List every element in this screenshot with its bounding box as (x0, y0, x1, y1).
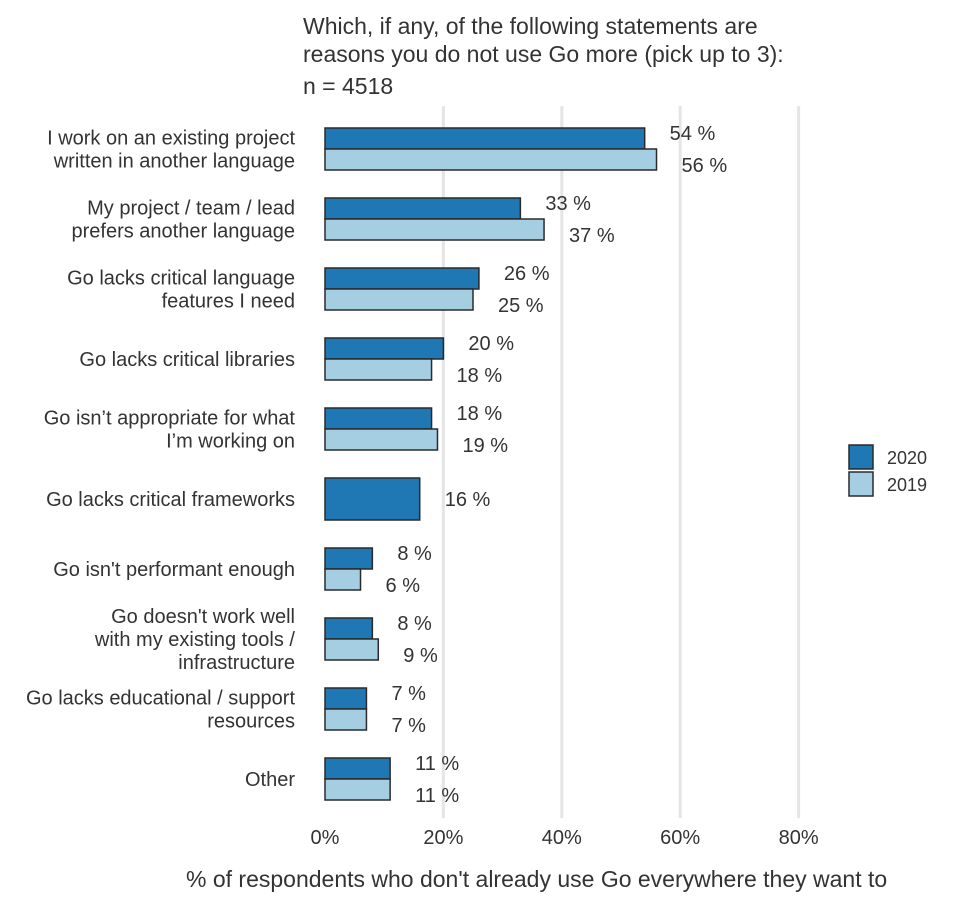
data-label-2020: 8 % (397, 613, 432, 635)
bar-2020 (324, 757, 391, 780)
category-label: Other (245, 769, 295, 791)
bar-2019 (324, 638, 380, 661)
category-label: Go isn’t appropriate for what (44, 408, 296, 430)
legend-swatch-2020 (848, 444, 874, 470)
chart-title-line-1: Which, if any, of the following statemen… (303, 13, 758, 39)
bar-2019 (324, 218, 545, 241)
category-label: resources (207, 711, 295, 733)
data-label-2020: 20 % (468, 333, 514, 355)
category-label: written in another language (53, 151, 295, 173)
bar-2019 (324, 288, 474, 311)
category-label: infrastructure (178, 652, 295, 674)
bar-2020 (324, 477, 421, 521)
legend-label-2019: 2019 (887, 475, 927, 495)
x-tick-label: 80% (779, 827, 819, 849)
category-label: Go lacks educational / support (26, 688, 295, 710)
x-tick-label: 60% (660, 827, 700, 849)
legend-label-2020: 2020 (887, 448, 927, 468)
bar-2019 (324, 358, 433, 381)
bar-2019 (324, 778, 391, 801)
chart-title-line-2: reasons you do not use Go more (pick up … (303, 41, 784, 67)
category-label: Go doesn't work well (111, 606, 295, 628)
data-label-2020: 11 % (415, 753, 459, 775)
bar-2020 (324, 407, 433, 430)
data-label-2020: 16 % (445, 489, 491, 511)
data-label-2019: 9 % (403, 645, 438, 667)
data-label-2020: 7 % (391, 683, 426, 705)
data-label-2019: 25 % (498, 295, 544, 317)
category-label: My project / team / lead (87, 198, 295, 220)
data-label-2020: 33 % (545, 193, 591, 215)
category-label: Go lacks critical libraries (79, 349, 295, 371)
category-label: prefers another language (72, 221, 296, 243)
bar-2019 (324, 568, 362, 591)
category-label: I’m working on (166, 431, 295, 453)
category-label: I work on an existing project (47, 128, 295, 150)
data-label-2019: 18 % (457, 365, 503, 387)
data-label-2019: 6 % (386, 575, 421, 597)
category-label: with my existing tools / (94, 629, 296, 651)
bar-2020 (324, 127, 646, 150)
chart-subtitle: n = 4518 (303, 73, 394, 99)
bar-2020 (324, 197, 522, 220)
data-label-2020: 54 % (670, 123, 716, 145)
data-label-2019: 37 % (569, 225, 615, 247)
legend-swatch-2019 (848, 471, 874, 497)
bar-2020 (324, 617, 374, 640)
x-tick-label: 40% (542, 827, 582, 849)
category-label: Go isn't performant enough (53, 559, 295, 581)
category-label: features I need (162, 291, 295, 313)
data-label-2019: 7 % (391, 715, 426, 737)
x-tick-label: 20% (423, 827, 463, 849)
bar-2020 (324, 687, 368, 710)
bar-2019 (324, 708, 368, 731)
data-label-2020: 26 % (504, 263, 550, 285)
data-label-2019: 11 % (415, 785, 459, 807)
bar-2019 (324, 428, 439, 451)
data-label-2020: 8 % (397, 543, 432, 565)
category-label: Go lacks critical frameworks (46, 489, 295, 511)
data-label-2019: 56 % (682, 155, 728, 177)
bar-2020 (324, 337, 445, 360)
data-label-2020: 18 % (457, 403, 503, 425)
bar-2020 (324, 547, 374, 570)
data-label-2019: 19 % (462, 435, 508, 457)
bar-2019 (324, 148, 658, 171)
x-axis-label: % of respondents who don't already use G… (186, 866, 888, 892)
category-label: Go lacks critical language (67, 268, 295, 290)
bar-2020 (324, 267, 480, 290)
x-tick-label: 0% (311, 827, 340, 849)
